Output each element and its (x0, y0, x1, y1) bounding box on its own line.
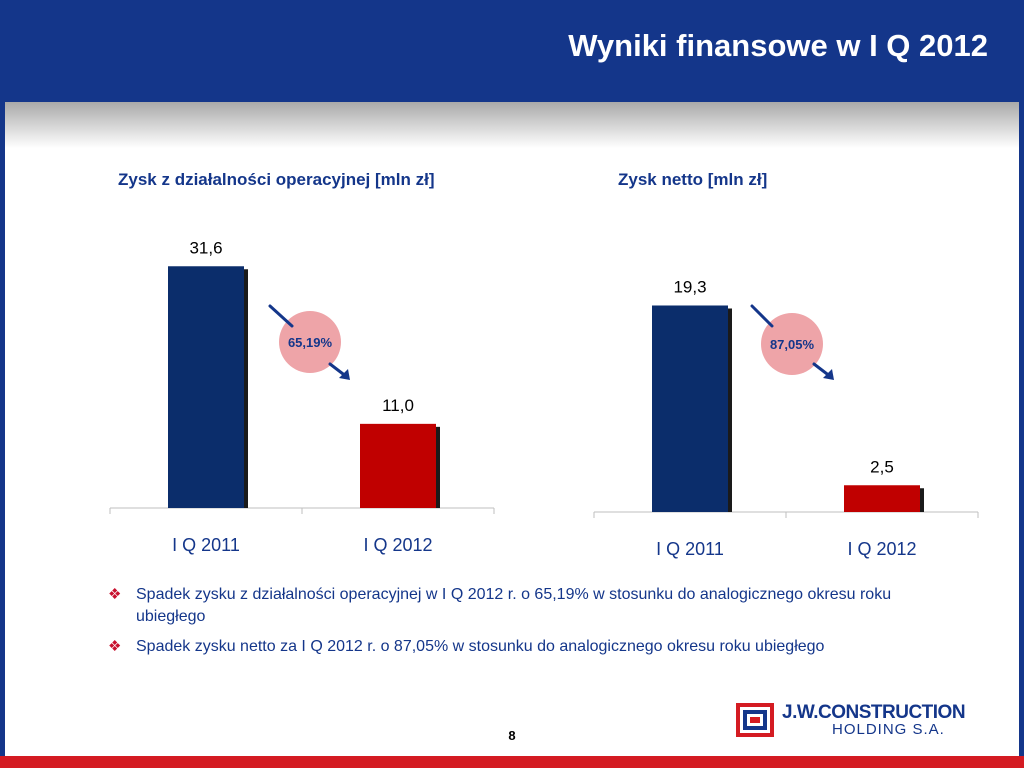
chart-2-title: Zysk netto [mln zł] (618, 170, 768, 189)
header-shadow (0, 102, 1024, 148)
bullet-item: ❖ Spadek zysku netto za I Q 2012 r. o 87,… (108, 636, 928, 658)
bullet-text: Spadek zysku netto za I Q 2012 r. o 87,0… (136, 638, 825, 655)
left-border (0, 100, 5, 768)
slide-title: Wyniki finansowe w I Q 2012 (568, 28, 988, 63)
logo-subtitle: HOLDING S.A. (832, 721, 945, 738)
chart-1-title: Zysk z działalności operacyjnej [mln zł] (118, 170, 435, 189)
category-label: I Q 2012 (847, 539, 916, 559)
bar-previous (168, 266, 244, 508)
logo-name: J.W.CONSTRUCTION (782, 702, 966, 723)
bullet-text: Spadek zysku z działalności operacyjnej … (136, 586, 892, 625)
arrow-tail (268, 304, 294, 328)
right-border (1019, 100, 1024, 768)
company-logo: J.W.CONSTRUCTION HOLDING S.A. (736, 702, 998, 739)
arrow-down-icon (339, 369, 350, 380)
category-label: I Q 2012 (363, 535, 432, 555)
page-number: 8 (508, 728, 516, 743)
header-bar (0, 0, 1024, 102)
change-percent-label: 87,05% (770, 337, 815, 352)
bar-value-label: 2,5 (870, 457, 894, 476)
bottom-bar (0, 756, 1024, 768)
bar-current (844, 485, 920, 512)
bullet-item: ❖ Spadek zysku z działalności operacyjnej… (108, 584, 928, 628)
logo-mark-icon (736, 703, 774, 737)
bar-value-label: 31,6 (189, 238, 222, 257)
bullet-diamond-icon: ❖ (108, 638, 122, 655)
bar-current (360, 423, 436, 508)
bar-previous (652, 305, 728, 512)
change-percent-label: 65,19% (288, 335, 333, 350)
arrow-down-icon (823, 369, 834, 380)
change-circle (761, 313, 823, 375)
bullet-diamond-icon: ❖ (108, 586, 122, 603)
change-circle (279, 311, 341, 373)
bullet-list: ❖ Spadek zysku z działalności operacyjnej… (108, 584, 928, 666)
bar-value-label: 11,0 (382, 396, 414, 415)
category-label: I Q 2011 (172, 535, 240, 555)
category-label: I Q 2011 (656, 539, 724, 559)
arrow-tail (750, 304, 774, 328)
bar-value-label: 19,3 (673, 277, 706, 296)
